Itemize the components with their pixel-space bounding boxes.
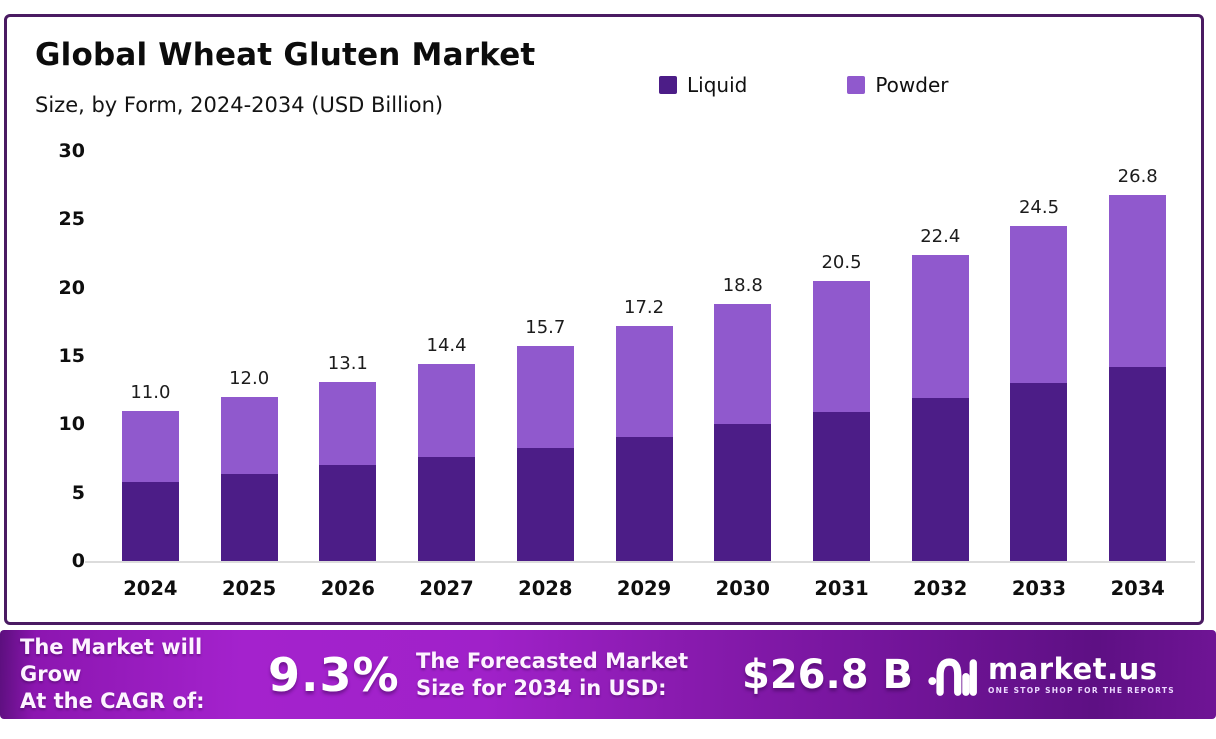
x-axis-labels: 2024 2025 2026 2027 2028 2029 2030 2031 2032 2033… — [101, 577, 1187, 600]
y-tick-20: 20 — [58, 276, 85, 299]
cagr-value: 9.3% — [268, 647, 400, 702]
x-tick-2030: 2030 — [715, 577, 770, 600]
y-tick-0: 0 — [71, 550, 85, 572]
y-tick-5: 5 — [71, 481, 85, 504]
bar-value-label-2033: 24.5 — [1018, 197, 1060, 219]
bar-value-label-2032: 22.4 — [920, 225, 961, 247]
bar-segment-liquid-2027 — [418, 457, 476, 561]
x-tick-2027: 2027 — [419, 577, 474, 600]
bar-plot-area: 11.0 12.0 13.1 14.4 15.7 17.2 18.8 20.5 22.4 24.5… — [101, 151, 1187, 561]
bar-segment-powder-2026 — [319, 381, 377, 466]
y-tick-30: 30 — [58, 140, 85, 162]
bar-segment-liquid-2025 — [220, 473, 278, 561]
x-tick-2031: 2031 — [814, 577, 869, 600]
page-title: Global Wheat Gluten Market — [35, 37, 536, 73]
bar-segment-liquid-2033 — [1010, 383, 1068, 561]
bar-group-2026: 13.1 — [298, 151, 397, 561]
legend: Liquid Powder — [659, 73, 949, 97]
bar-value-label-2025: 12.0 — [229, 368, 270, 389]
bar-segment-powder-2032 — [911, 254, 969, 399]
bar-group-2032: 22.4 — [891, 151, 990, 561]
legend-item-powder: Powder — [847, 73, 949, 97]
cagr-label: The Market will Grow At the CAGR of: — [20, 634, 268, 715]
x-axis-line — [85, 561, 1195, 563]
cagr-label-line1: The Market will Grow — [20, 635, 203, 686]
legend-swatch-liquid — [659, 76, 677, 94]
bar-segment-powder-2025 — [220, 397, 278, 474]
bar-segment-liquid-2032 — [911, 398, 969, 561]
bar-value-label-2027: 14.4 — [426, 335, 467, 357]
x-tick-2026: 2026 — [320, 577, 375, 600]
brand-logo: market.us ONE STOP SHOP FOR THE REPORTS — [928, 652, 1175, 698]
brand-name: market.us — [988, 652, 1158, 686]
bar-segment-liquid-2030 — [714, 424, 772, 561]
bar-value-label-2031: 20.5 — [821, 251, 862, 273]
bar-group-2033: 24.5 — [990, 151, 1089, 561]
bar-value-label-2028: 15.7 — [525, 317, 566, 339]
x-tick-2024: 2024 — [123, 577, 178, 600]
y-axis: 0 5 10 15 20 25 30 — [25, 17, 85, 622]
bar-group-2031: 20.5 — [792, 151, 891, 561]
bar-group-2029: 17.2 — [595, 151, 694, 561]
bar-segment-powder-2030 — [714, 304, 772, 425]
bar-group-2024: 11.0 — [101, 151, 200, 561]
brand-tagline: ONE STOP SHOP FOR THE REPORTS — [988, 686, 1175, 695]
y-tick-10: 10 — [58, 413, 85, 436]
bar-value-label-2034: 26.8 — [1117, 165, 1158, 187]
bar-segment-powder-2033 — [1010, 226, 1068, 384]
bar-segment-liquid-2026 — [319, 465, 377, 561]
x-tick-2029: 2029 — [616, 577, 672, 600]
bar-group-2027: 14.4 — [397, 151, 496, 561]
forecast-label-line1: The Forecasted Market — [416, 648, 689, 673]
x-tick-2034: 2034 — [1110, 577, 1165, 600]
bar-segment-liquid-2024 — [121, 481, 179, 561]
cagr-label-line2: At the CAGR of: — [20, 689, 205, 713]
x-tick-2032: 2032 — [913, 577, 968, 600]
bar-segment-liquid-2034 — [1109, 366, 1167, 561]
bar-group-2025: 12.0 — [200, 151, 299, 561]
bar-value-label-2026: 13.1 — [327, 352, 368, 374]
forecast-value: $26.8 B — [742, 651, 913, 698]
bar-value-label-2030: 18.8 — [722, 275, 763, 297]
y-tick-15: 15 — [58, 345, 85, 367]
forecast-label-line2: Size for 2034 in USD: — [416, 675, 667, 700]
brand-text: market.us ONE STOP SHOP FOR THE REPORTS — [988, 654, 1175, 695]
x-tick-2028: 2028 — [518, 577, 573, 600]
bar-group-2030: 18.8 — [693, 151, 792, 561]
x-tick-2025: 2025 — [221, 577, 277, 600]
bar-segment-liquid-2029 — [615, 436, 673, 561]
legend-label: Powder — [875, 73, 949, 97]
bar-segment-powder-2031 — [813, 280, 870, 413]
x-tick-2033: 2033 — [1011, 577, 1067, 600]
y-tick-25: 25 — [58, 208, 85, 231]
bar-group-2028: 15.7 — [496, 151, 595, 561]
legend-item-liquid: Liquid — [659, 73, 747, 97]
bar-segment-liquid-2031 — [813, 412, 870, 561]
bar-segment-powder-2024 — [121, 410, 179, 482]
chart-subtitle: Size, by Form, 2024-2034 (USD Billion) — [35, 93, 444, 117]
legend-swatch-powder — [847, 76, 866, 94]
bar-segment-powder-2029 — [615, 325, 673, 437]
bar-group-2034: 26.8 — [1088, 151, 1187, 561]
legend-label: Liquid — [687, 73, 748, 97]
bar-value-label-2024: 11.0 — [130, 381, 171, 403]
bar-segment-powder-2028 — [516, 346, 574, 448]
bar-segment-powder-2027 — [418, 364, 476, 458]
bar-segment-powder-2034 — [1109, 194, 1167, 367]
bar-segment-liquid-2028 — [516, 447, 574, 561]
bar-value-label-2029: 17.2 — [624, 296, 665, 318]
chart-card: Global Wheat Gluten Market Size, by Form… — [4, 14, 1204, 625]
kpi-banner: The Market will Grow At the CAGR of: 9.3… — [0, 630, 1216, 719]
marketus-logo-icon — [928, 657, 977, 696]
forecast-label: The Forecasted Market Size for 2034 in U… — [416, 648, 742, 702]
